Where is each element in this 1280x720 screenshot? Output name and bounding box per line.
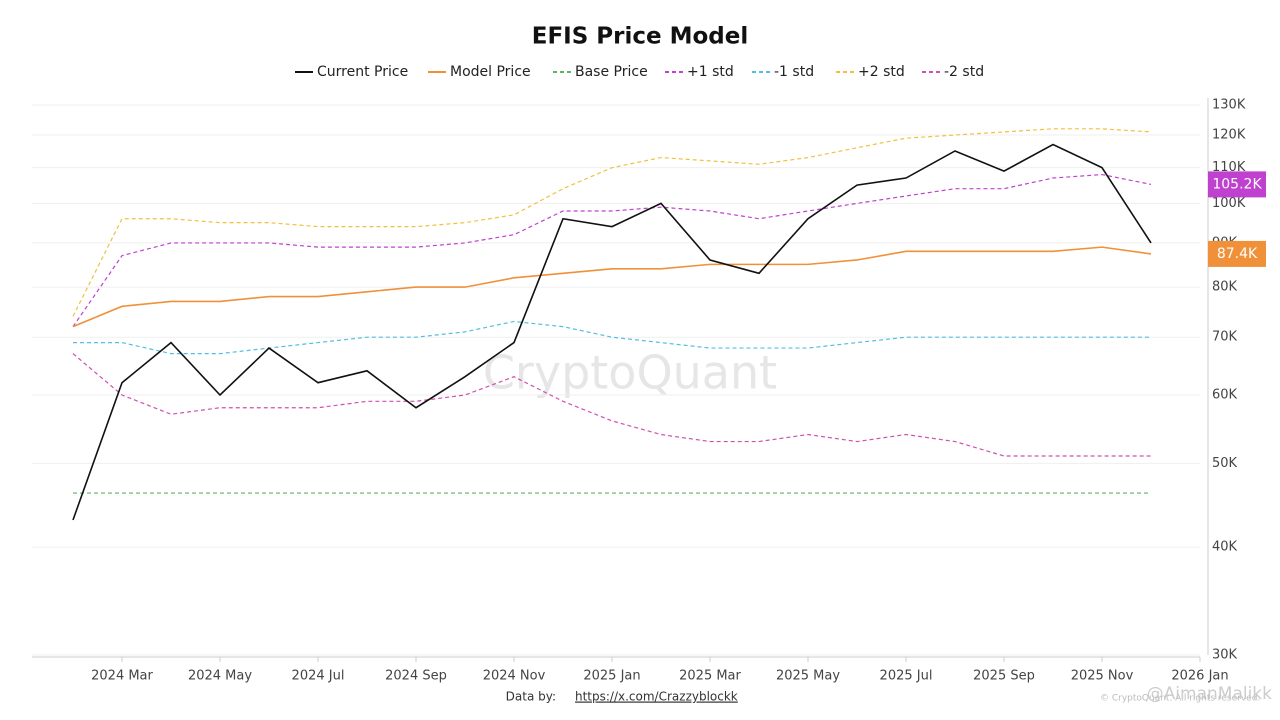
series-line <box>72 143 1152 521</box>
end-tag <box>1208 171 1266 198</box>
footer-prefix: Data by: <box>506 690 556 704</box>
x-tick-label: 2025 Nov <box>1071 669 1134 684</box>
chart-title: EFIS Price Model <box>532 24 749 50</box>
legend-label: -2 std <box>944 64 984 80</box>
y-tick-label: 80K <box>1212 280 1238 295</box>
footer-link[interactable]: https://x.com/Crazzyblockk <box>575 690 738 704</box>
watermark: CryptoQuant <box>483 346 777 400</box>
y-tick-label: 120K <box>1212 128 1246 143</box>
x-tick-label: 2025 Mar <box>679 669 741 684</box>
credit: @AimanMalikk <box>1147 684 1272 704</box>
x-tick-label: 2025 Jul <box>880 669 933 684</box>
series-line <box>73 320 1151 355</box>
end-tag <box>1208 240 1266 267</box>
x-tick-label: 2025 May <box>776 669 840 684</box>
y-tick-label: 60K <box>1212 388 1238 403</box>
y-tick-label: 70K <box>1212 330 1238 345</box>
y-tick-label: 130K <box>1212 98 1246 113</box>
end-tag-label: 105.2K <box>1212 176 1262 192</box>
series-line <box>72 246 1152 328</box>
x-tick-label: 2026 Jan <box>1171 669 1228 684</box>
end-tag-label: 87.4K <box>1217 246 1258 262</box>
x-tick-label: 2024 Mar <box>91 669 153 684</box>
legend-label: -1 std <box>774 64 814 80</box>
x-tick-label: 2025 Jan <box>583 669 640 684</box>
legend-label: +1 std <box>687 64 734 80</box>
x-tick-label: 2025 Sep <box>973 669 1035 684</box>
legend-label: Model Price <box>450 64 531 80</box>
legend-label: Base Price <box>575 64 648 80</box>
x-tick-label: 2024 Sep <box>385 669 447 684</box>
series-line <box>72 173 1152 327</box>
y-tick-label: 40K <box>1212 540 1238 555</box>
series-line <box>72 128 1152 317</box>
y-tick-label: 50K <box>1212 456 1238 471</box>
x-tick-label: 2024 Nov <box>483 669 546 684</box>
y-tick-label: 30K <box>1212 648 1238 663</box>
legend-label: Current Price <box>317 64 408 80</box>
copyright: © CryptoQuant. All rights reserved. <box>1100 694 1260 704</box>
x-tick-label: 2024 May <box>188 669 252 684</box>
y-tick-label: 100K <box>1212 196 1246 211</box>
series-line <box>72 353 1151 457</box>
legend-label: +2 std <box>858 64 905 80</box>
x-tick-label: 2024 Jul <box>292 669 345 684</box>
